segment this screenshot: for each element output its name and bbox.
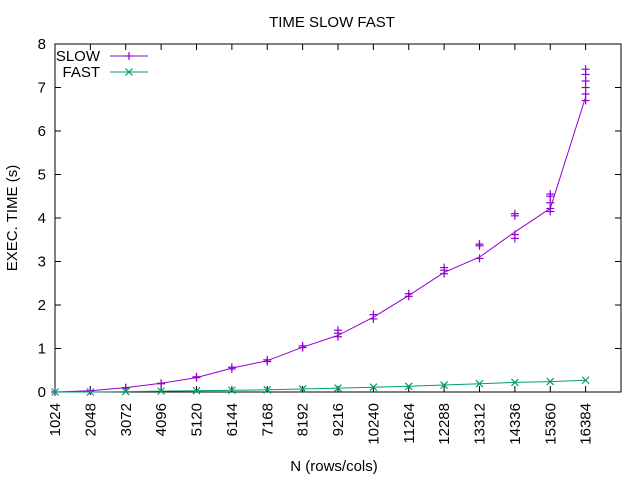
data-point-slow: [263, 355, 272, 364]
y-tick-label: 8: [38, 36, 46, 53]
y-tick-label: 5: [38, 167, 46, 184]
legend: SLOW FAST: [56, 48, 148, 81]
series-slow: [51, 65, 590, 396]
data-point-slow: [581, 65, 590, 74]
x-tick-label: 13312: [472, 403, 489, 445]
x-tick-label: 5120: [189, 403, 206, 436]
data-point-fast: [192, 386, 201, 395]
y-tick-label: 7: [38, 80, 46, 97]
data-point-fast: [440, 381, 449, 389]
series-fast: [51, 376, 590, 396]
data-point-fast: [581, 376, 590, 385]
data-point-slow: [298, 341, 307, 350]
chart-title: TIME SLOW FAST: [269, 14, 395, 31]
y-tick-label: 4: [38, 210, 46, 227]
x-tick-label: 15360: [542, 403, 559, 445]
data-point-fast: [157, 387, 166, 396]
data-point-slow: [369, 310, 378, 319]
series-line-slow: [54, 96, 587, 393]
legend-label-fast: FAST: [62, 64, 100, 81]
x-tick-label: 7168: [259, 403, 276, 436]
x-tick-label: 14336: [507, 403, 524, 445]
data-point-fast: [334, 384, 342, 393]
x-tick-label: 11264: [401, 403, 418, 444]
x-axis: 1024 2048 3072 4096 5120 6144 7168 8192 9216 1024…: [47, 44, 595, 445]
data-point-slow: [440, 263, 449, 272]
data-point-fast: [369, 383, 378, 392]
legend-marker-slow: [125, 52, 133, 60]
data-point-slow: [121, 383, 130, 392]
data-point-slow: [546, 190, 555, 199]
data-point-slow: [227, 363, 236, 372]
legend-sample-slow: [110, 52, 148, 60]
x-tick-label: 9216: [330, 403, 347, 436]
data-point-fast: [298, 385, 307, 393]
data-point-fast: [510, 378, 519, 387]
data-point-fast: [475, 379, 484, 388]
data-point-slow: [157, 379, 166, 388]
legend-marker-fast: [125, 68, 133, 76]
y-tick-label: 0: [38, 384, 46, 401]
legend-sample-fast: [110, 68, 148, 76]
y-axis-title: EXEC. TIME (s): [4, 165, 21, 271]
y-tick-label: 2: [38, 297, 46, 314]
series-layer: [51, 65, 590, 396]
series-line-fast: [55, 379, 586, 393]
x-tick-label: 16384: [578, 403, 595, 445]
y-tick-label: 3: [38, 254, 46, 271]
x-tick-label: 8192: [295, 403, 312, 436]
y-axis: 0 1 2 3 4 5 6 7 8: [38, 36, 621, 401]
data-point-slow: [475, 254, 484, 263]
data-point-fast: [404, 382, 413, 391]
data-point-slow: [192, 372, 201, 381]
x-tick-label: 4096: [153, 403, 170, 436]
data-point-fast: [263, 385, 272, 394]
x-tick-label: 2048: [82, 403, 99, 436]
data-point-fast: [86, 388, 95, 396]
x-tick-label: 1024: [47, 403, 64, 436]
data-point-slow: [404, 289, 413, 298]
data-point-slow: [510, 230, 519, 239]
legend-samples: [110, 52, 148, 76]
data-point-fast: [546, 377, 555, 386]
data-point-slow: [86, 386, 95, 395]
x-tick-label: 3072: [118, 403, 135, 436]
data-point-slow: [510, 209, 519, 218]
y-tick-label: 1: [38, 341, 46, 358]
legend-label-slow: SLOW: [56, 48, 101, 65]
x-tick-label: 12288: [436, 403, 453, 445]
y-tick-label: 6: [38, 123, 46, 140]
data-point-fast: [121, 387, 130, 396]
data-point-fast: [51, 388, 59, 396]
data-point-fast: [227, 386, 236, 395]
data-point-slow: [475, 240, 484, 249]
x-tick-label: 10240: [365, 403, 382, 445]
data-point-slow: [334, 326, 342, 335]
x-axis-title: N (rows/cols): [290, 458, 378, 475]
x-tick-label: 6144: [224, 403, 241, 436]
